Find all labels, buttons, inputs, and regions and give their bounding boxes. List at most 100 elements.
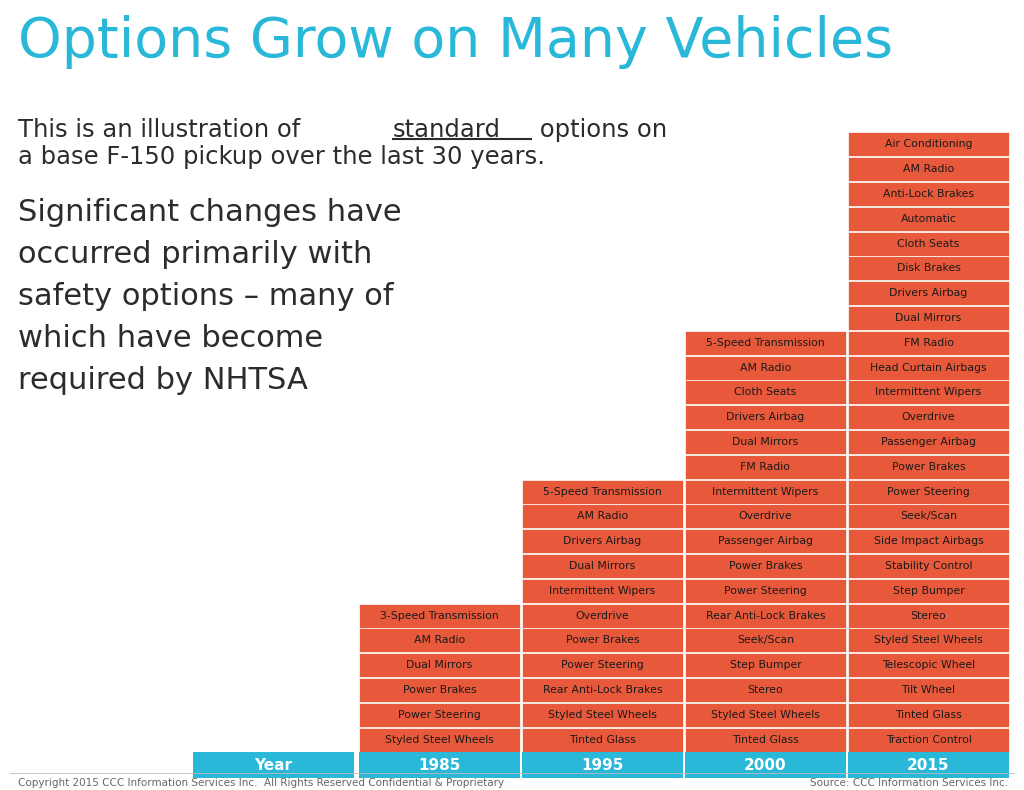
Text: Anti-Lock Brakes: Anti-Lock Brakes <box>883 189 974 199</box>
FancyBboxPatch shape <box>193 752 354 777</box>
FancyBboxPatch shape <box>685 728 846 751</box>
Text: Cloth Seats: Cloth Seats <box>897 239 959 249</box>
Text: Seek/Scan: Seek/Scan <box>900 511 957 521</box>
Text: 5-Speed Transmission: 5-Speed Transmission <box>707 338 825 348</box>
Text: which have become: which have become <box>18 324 324 353</box>
FancyBboxPatch shape <box>848 628 1010 653</box>
FancyBboxPatch shape <box>685 554 846 578</box>
Text: options on: options on <box>531 118 667 142</box>
FancyBboxPatch shape <box>522 752 683 777</box>
Text: Intermittent Wipers: Intermittent Wipers <box>876 387 982 397</box>
FancyBboxPatch shape <box>848 331 1010 355</box>
FancyBboxPatch shape <box>848 356 1010 380</box>
Text: Power Brakes: Power Brakes <box>892 462 966 472</box>
Text: Intermittent Wipers: Intermittent Wipers <box>713 487 818 497</box>
Text: Styled Steel Wheels: Styled Steel Wheels <box>711 709 820 720</box>
Text: AM Radio: AM Radio <box>740 363 792 373</box>
Text: 1995: 1995 <box>582 758 624 773</box>
Text: 5-Speed Transmission: 5-Speed Transmission <box>543 487 662 497</box>
Text: Step Bumper: Step Bumper <box>893 586 965 596</box>
Text: Dual Mirrors: Dual Mirrors <box>895 313 962 323</box>
FancyBboxPatch shape <box>848 480 1010 503</box>
FancyBboxPatch shape <box>848 653 1010 677</box>
FancyBboxPatch shape <box>848 529 1010 553</box>
FancyBboxPatch shape <box>522 579 683 603</box>
Text: Stability Control: Stability Control <box>885 561 972 571</box>
FancyBboxPatch shape <box>848 678 1010 702</box>
FancyBboxPatch shape <box>685 604 846 627</box>
Text: Side Impact Airbags: Side Impact Airbags <box>873 536 983 546</box>
Text: Passenger Airbag: Passenger Airbag <box>881 437 976 447</box>
Text: Drivers Airbag: Drivers Airbag <box>563 536 642 546</box>
Text: 2015: 2015 <box>907 758 949 773</box>
FancyBboxPatch shape <box>848 579 1010 603</box>
FancyBboxPatch shape <box>685 579 846 603</box>
Text: Tinted Glass: Tinted Glass <box>895 709 962 720</box>
Text: occurred primarily with: occurred primarily with <box>18 240 373 269</box>
Text: Automatic: Automatic <box>900 214 956 224</box>
FancyBboxPatch shape <box>685 430 846 454</box>
Text: Rear Anti-Lock Brakes: Rear Anti-Lock Brakes <box>706 611 825 621</box>
Text: Head Curtain Airbags: Head Curtain Airbags <box>870 363 987 373</box>
Text: Traction Control: Traction Control <box>886 735 972 745</box>
Text: Stereo: Stereo <box>910 611 946 621</box>
FancyBboxPatch shape <box>848 728 1010 751</box>
Text: Power Brakes: Power Brakes <box>565 635 639 645</box>
Text: Telescopic Wheel: Telescopic Wheel <box>882 660 975 670</box>
FancyBboxPatch shape <box>685 455 846 479</box>
FancyBboxPatch shape <box>848 504 1010 529</box>
FancyBboxPatch shape <box>522 529 683 553</box>
FancyBboxPatch shape <box>848 430 1010 454</box>
Text: 2000: 2000 <box>744 758 786 773</box>
Text: Source: CCC Information Services Inc.: Source: CCC Information Services Inc. <box>810 778 1008 788</box>
Text: Dual Mirrors: Dual Mirrors <box>569 561 636 571</box>
Text: Dual Mirrors: Dual Mirrors <box>407 660 473 670</box>
Text: FM Radio: FM Radio <box>740 462 791 472</box>
FancyBboxPatch shape <box>358 728 520 751</box>
Text: Power Steering: Power Steering <box>398 709 481 720</box>
FancyBboxPatch shape <box>848 257 1010 280</box>
Text: Styled Steel Wheels: Styled Steel Wheels <box>385 735 494 745</box>
Text: 3-Speed Transmission: 3-Speed Transmission <box>380 611 499 621</box>
Text: Tinted Glass: Tinted Glass <box>732 735 799 745</box>
FancyBboxPatch shape <box>848 405 1010 429</box>
Text: Copyright 2015 CCC Information Services Inc.  All Rights Reserved Confidential &: Copyright 2015 CCC Information Services … <box>18 778 504 788</box>
FancyBboxPatch shape <box>848 231 1010 256</box>
Text: Drivers Airbag: Drivers Airbag <box>726 412 805 422</box>
Text: Seek/Scan: Seek/Scan <box>737 635 794 645</box>
Text: Power Brakes: Power Brakes <box>729 561 803 571</box>
Text: AM Radio: AM Radio <box>414 635 465 645</box>
FancyBboxPatch shape <box>685 703 846 727</box>
Text: Significant changes have: Significant changes have <box>18 198 401 227</box>
FancyBboxPatch shape <box>848 381 1010 404</box>
FancyBboxPatch shape <box>522 703 683 727</box>
Text: Tinted Glass: Tinted Glass <box>569 735 636 745</box>
Text: Styled Steel Wheels: Styled Steel Wheels <box>874 635 983 645</box>
Text: Tilt Wheel: Tilt Wheel <box>901 685 955 695</box>
Text: safety options – many of: safety options – many of <box>18 282 393 311</box>
FancyBboxPatch shape <box>685 504 846 529</box>
FancyBboxPatch shape <box>685 628 846 653</box>
FancyBboxPatch shape <box>358 628 520 653</box>
Text: Intermittent Wipers: Intermittent Wipers <box>549 586 655 596</box>
FancyBboxPatch shape <box>522 678 683 702</box>
FancyBboxPatch shape <box>358 752 520 777</box>
FancyBboxPatch shape <box>685 752 846 777</box>
FancyBboxPatch shape <box>358 703 520 727</box>
Text: 1985: 1985 <box>419 758 461 773</box>
Text: Overdrive: Overdrive <box>902 412 955 422</box>
Text: Power Steering: Power Steering <box>887 487 970 497</box>
FancyBboxPatch shape <box>685 529 846 553</box>
FancyBboxPatch shape <box>848 306 1010 330</box>
FancyBboxPatch shape <box>685 678 846 702</box>
Text: AM Radio: AM Radio <box>577 511 628 521</box>
Text: Styled Steel Wheels: Styled Steel Wheels <box>548 709 657 720</box>
FancyBboxPatch shape <box>848 133 1010 156</box>
FancyBboxPatch shape <box>522 728 683 751</box>
FancyBboxPatch shape <box>685 331 846 355</box>
Text: Cloth Seats: Cloth Seats <box>734 387 797 397</box>
Text: required by NHTSA: required by NHTSA <box>18 366 308 395</box>
Text: Options Grow on Many Vehicles: Options Grow on Many Vehicles <box>18 15 893 69</box>
FancyBboxPatch shape <box>848 182 1010 206</box>
Text: Step Bumper: Step Bumper <box>730 660 802 670</box>
